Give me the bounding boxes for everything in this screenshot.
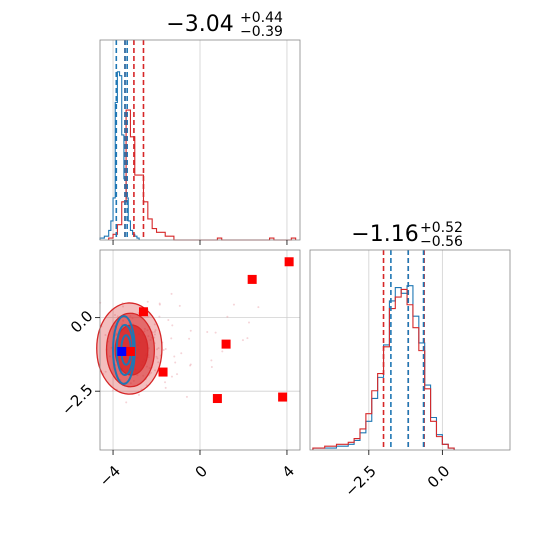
bl-sample-dot xyxy=(174,361,177,364)
bl-blue-marker-0 xyxy=(117,346,127,356)
bl-sample-dot xyxy=(178,304,181,307)
top-left-panel-title: −3.04 xyxy=(166,12,233,37)
bl-sample-dot xyxy=(155,355,158,358)
bl-sample-dot xyxy=(185,395,188,398)
bl-sample-dot xyxy=(158,303,161,306)
br-xtick-label-1: 0.0 xyxy=(424,462,454,492)
bl-sample-dot xyxy=(164,386,167,389)
bl-sample-dot xyxy=(170,292,173,295)
bl-sample-dot xyxy=(104,370,107,373)
bl-sample-dot xyxy=(176,373,179,376)
bl-sample-dot xyxy=(156,357,159,360)
bottom-right-title-sup: +0.52 xyxy=(420,220,463,236)
bl-sample-dot xyxy=(170,337,173,340)
bl-sample-dot xyxy=(173,355,176,358)
bl-sample-dot xyxy=(157,347,160,350)
bl-sample-dot xyxy=(122,305,125,308)
bl-red-marker-1 xyxy=(247,274,257,284)
bl-xtick-label-2: 4 xyxy=(279,462,298,481)
bl-sample-dot xyxy=(214,331,217,334)
tl-hist-red xyxy=(108,109,297,241)
bl-sample-dot xyxy=(104,333,107,336)
br-xtick-label-0: −2.5 xyxy=(341,462,379,500)
bl-sample-dot xyxy=(164,381,167,384)
bl-red-marker-4 xyxy=(125,346,135,356)
bl-sample-dot xyxy=(158,315,161,318)
bl-sample-dot xyxy=(147,315,150,318)
bl-sample-dot xyxy=(154,329,157,332)
bl-sample-dot xyxy=(137,393,140,396)
bl-ytick-label-0: 0.0 xyxy=(67,307,97,337)
bl-sample-dot xyxy=(189,363,192,366)
bottom-right-histogram-panel: −2.5 0.0 xyxy=(309,249,511,500)
br-hist-red xyxy=(312,288,455,450)
bl-sample-dot xyxy=(246,337,249,340)
bl-sample-dot xyxy=(206,331,209,334)
bl-sample-dot xyxy=(247,321,250,324)
top-left-title-main: −3.04 xyxy=(166,12,233,37)
bl-red-marker-0 xyxy=(284,257,294,267)
bottom-right-panel-title: −1.16 xyxy=(351,222,418,247)
bl-sample-dot xyxy=(153,330,156,333)
bl-sample-dot xyxy=(153,333,156,336)
bl-sample-dot xyxy=(188,337,191,340)
bl-sample-dot xyxy=(114,314,117,317)
br-frame xyxy=(309,249,511,451)
bl-sample-dot xyxy=(164,347,167,350)
top-left-histogram-panel xyxy=(99,39,301,245)
bl-red-marker-2 xyxy=(138,307,148,317)
bl-red-marker-3 xyxy=(221,339,231,349)
top-left-title-sup: +0.44 xyxy=(240,10,283,26)
bl-xtick-label-0: −4 xyxy=(96,462,124,490)
bl-sample-dot xyxy=(226,315,229,318)
bl-sample-dot xyxy=(154,369,157,372)
bottom-right-title-sub: −0.56 xyxy=(420,234,463,250)
bl-sample-dot xyxy=(116,315,119,318)
bl-sample-dot xyxy=(189,364,192,367)
bl-sample-dot xyxy=(156,348,159,351)
bl-sample-dot xyxy=(111,389,114,392)
bl-red-marker-6 xyxy=(212,394,222,404)
bl-sample-dot xyxy=(221,350,224,353)
bl-red-marker-5 xyxy=(158,367,168,377)
top-left-title-sub: −0.39 xyxy=(240,24,283,40)
bl-sample-dot xyxy=(180,352,183,355)
bl-sample-dot xyxy=(210,365,213,368)
bl-sample-dot xyxy=(170,375,173,378)
bl-sample-dot xyxy=(153,323,156,326)
bl-sample-dot xyxy=(189,329,192,332)
bl-sample-dot xyxy=(167,319,170,322)
bl-ytick-label-1: −2.5 xyxy=(58,381,96,419)
bl-sample-dot xyxy=(241,339,244,342)
bl-sample-dot xyxy=(210,359,213,362)
bl-sample-dot xyxy=(125,401,128,404)
bottom-right-title-main: −1.16 xyxy=(351,222,418,247)
bottom-left-scatter-panel: −4 0 4 0.0 −2.5 xyxy=(58,249,301,490)
bl-sample-dot xyxy=(257,306,260,309)
bl-sample-dot xyxy=(232,303,235,306)
bl-sample-dot xyxy=(146,300,149,303)
bl-sample-dot xyxy=(158,302,161,305)
bl-sample-dot xyxy=(150,371,153,374)
bl-red-marker-7 xyxy=(278,392,288,402)
bl-sample-dot xyxy=(162,348,165,351)
bl-sample-dot xyxy=(171,324,174,327)
bl-sample-dot xyxy=(157,361,160,364)
bl-xtick-label-1: 0 xyxy=(192,462,211,481)
